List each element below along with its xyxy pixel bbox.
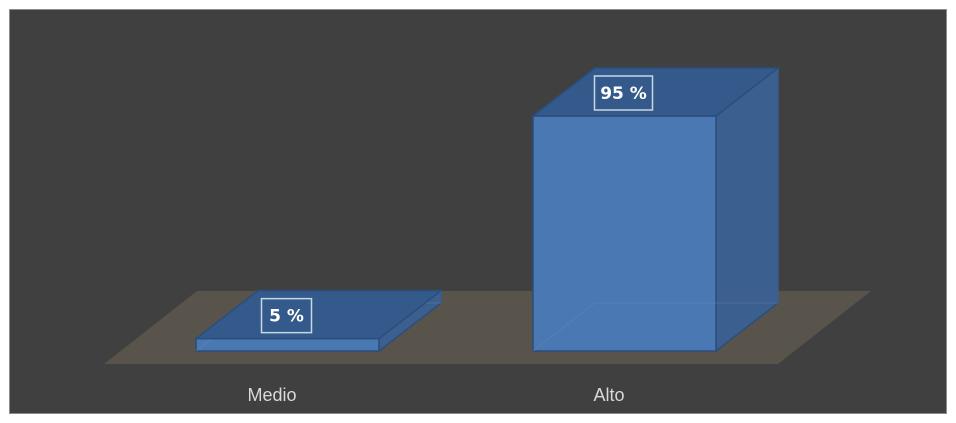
bar-medio	[193, 289, 444, 353]
data-label: 5 %	[260, 297, 313, 334]
bar-alto	[530, 66, 781, 353]
data-labels: 5 % 95 %	[260, 75, 654, 334]
data-label-text: 5 %	[269, 307, 304, 327]
bar-back-edge	[532, 302, 596, 352]
data-label-text: 95 %	[600, 84, 647, 104]
x-tick-label: Medio	[247, 385, 296, 405]
bar-top-face	[193, 289, 444, 340]
bars-layer	[193, 66, 781, 353]
bar-front-face	[195, 337, 380, 352]
data-label: 95 %	[593, 75, 654, 111]
bar-back-edges	[595, 67, 779, 304]
data-label-box	[260, 297, 313, 334]
bar-front-face	[532, 115, 717, 352]
data-label-box	[593, 75, 654, 111]
x-tick-label: Alto	[593, 385, 624, 405]
bar-side-face	[715, 66, 779, 353]
x-axis-tick-labels: Medio Alto	[247, 385, 624, 405]
